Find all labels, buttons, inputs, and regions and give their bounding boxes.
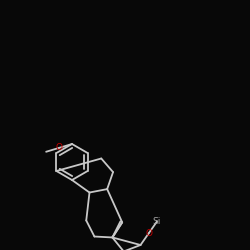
Text: Si: Si <box>153 217 161 226</box>
Text: O: O <box>145 229 152 238</box>
Text: O: O <box>56 144 62 152</box>
